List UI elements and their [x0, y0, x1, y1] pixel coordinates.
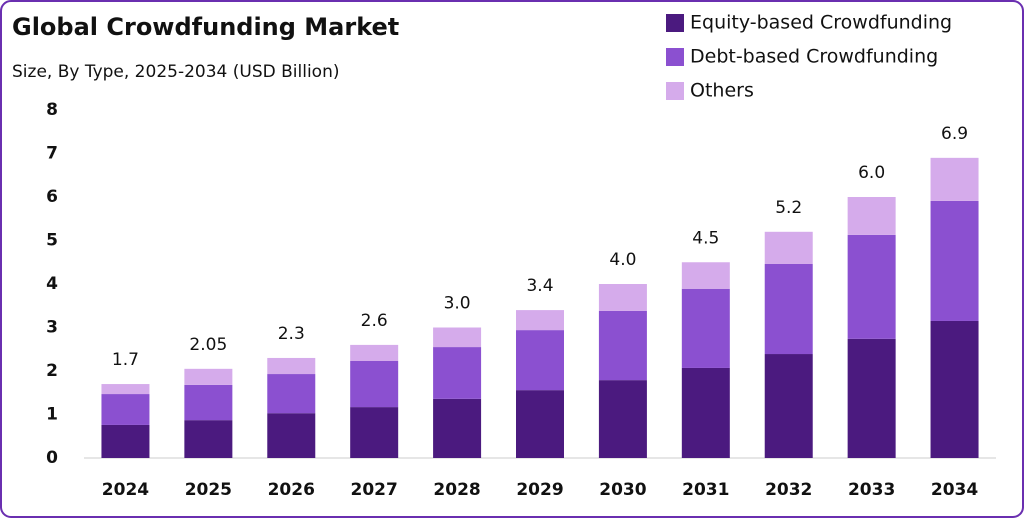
chart-title: Global Crowdfunding Market [12, 13, 399, 41]
y-tick-label: 1 [46, 405, 58, 425]
x-tick-label: 2029 [516, 480, 563, 500]
legend-label: Equity-based Crowdfunding [690, 12, 952, 34]
x-tick-label: 2033 [848, 480, 895, 500]
bar-segment [764, 231, 813, 264]
bar-segment [267, 357, 316, 375]
x-tick-label: 2031 [682, 480, 729, 500]
y-tick-label: 3 [46, 318, 58, 338]
y-tick-label: 5 [46, 231, 58, 251]
bar-segment [847, 197, 896, 235]
x-tick-label: 2034 [931, 480, 978, 500]
bar-segment [267, 374, 316, 414]
total-label: 2.6 [361, 311, 388, 331]
legend-label: Others [690, 80, 754, 102]
y-tick-label: 6 [46, 187, 58, 207]
x-tick-label: 2025 [185, 480, 232, 500]
x-tick-label: 2028 [433, 480, 480, 500]
bar-segment [516, 390, 564, 458]
bar-segment [930, 200, 979, 321]
bar-segment [267, 413, 316, 458]
bar-segment [598, 284, 647, 311]
x-tick-label: 2032 [765, 480, 812, 500]
total-label: 6.9 [941, 124, 968, 144]
bar-segment [598, 380, 647, 458]
x-tick-label: 2026 [268, 480, 315, 500]
legend-swatch [666, 48, 684, 66]
legend-label: Debt-based Crowdfunding [690, 46, 938, 68]
y-tick-label: 0 [46, 448, 58, 468]
total-label: 2.05 [189, 335, 227, 355]
bar-segment [681, 262, 730, 289]
bar-segment [764, 263, 813, 355]
total-label: 5.2 [775, 198, 802, 218]
bar-segment [350, 360, 399, 408]
bar-segment [681, 288, 730, 368]
bar-segment [184, 420, 233, 458]
total-label: 2.3 [278, 324, 305, 344]
bar-segment [764, 354, 813, 458]
total-label: 1.7 [112, 350, 139, 370]
y-tick-label: 7 [46, 144, 58, 164]
bar-segment [433, 327, 482, 348]
y-tick-label: 8 [46, 100, 58, 120]
total-label: 3.0 [444, 294, 471, 314]
bar-segment [350, 344, 399, 361]
x-tick-label: 2030 [599, 480, 646, 500]
bar-segment [184, 384, 233, 421]
bar-segment [101, 394, 150, 425]
bar-segment [516, 330, 564, 391]
total-label: 4.0 [609, 250, 636, 270]
bar-segment [101, 384, 150, 395]
total-label: 3.4 [526, 276, 553, 296]
total-label: 4.5 [692, 228, 719, 248]
bar-segment [101, 424, 150, 458]
chart-subtitle: Size, By Type, 2025-2034 (USD Billion) [12, 62, 339, 82]
bar-segment [516, 310, 564, 331]
legend-swatch [666, 82, 684, 100]
legend-swatch [666, 14, 684, 32]
x-tick-label: 2027 [351, 480, 398, 500]
bar-segment [433, 347, 482, 399]
bar-segment [930, 157, 979, 201]
bar-segment [433, 398, 482, 458]
x-tick-label: 2024 [102, 480, 149, 500]
y-tick-label: 2 [46, 361, 58, 381]
bar-segment [350, 407, 399, 458]
bar-segment [681, 367, 730, 458]
bar-segment [847, 338, 896, 458]
bar-segment [598, 310, 647, 381]
bar-segment [930, 320, 979, 458]
total-label: 6.0 [858, 163, 885, 183]
bar-segment [184, 368, 233, 385]
y-tick-label: 4 [46, 274, 58, 294]
bar-segment [847, 234, 896, 339]
